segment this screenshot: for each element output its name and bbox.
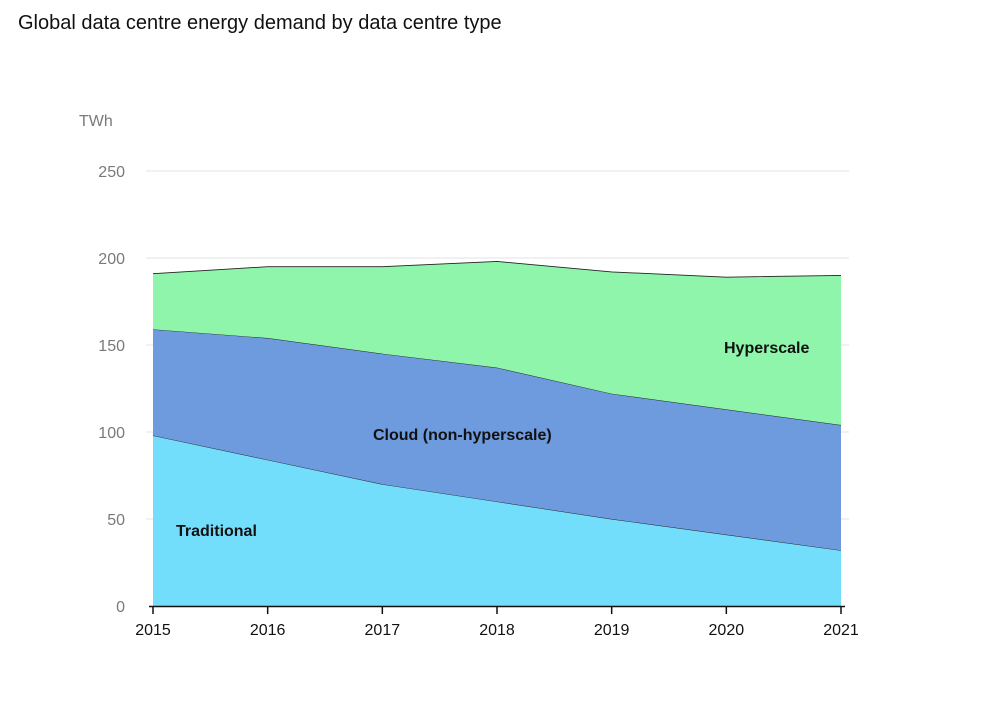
area-hyperscale xyxy=(153,261,841,426)
y-tick-label: 100 xyxy=(98,425,125,442)
x-tick-label: 2019 xyxy=(594,622,630,639)
y-tick-label: 50 xyxy=(107,512,125,529)
tick-labels: 0 50 100 150 200 250 2015 2016 2017 2018 2019 2020 2… xyxy=(98,164,859,639)
series-label-cloud: Cloud (non-hyperscale) xyxy=(373,427,552,444)
x-tick-label: 2020 xyxy=(709,622,745,639)
x-tick-label: 2017 xyxy=(365,622,401,639)
x-tick-label: 2021 xyxy=(823,622,859,639)
area-traditional xyxy=(153,435,841,606)
y-tick-label: 250 xyxy=(98,164,125,181)
y-unit-label: TWh xyxy=(79,113,113,130)
x-tick-label: 2018 xyxy=(479,622,515,639)
x-axis xyxy=(149,605,845,614)
area-series xyxy=(152,261,842,606)
y-tick-label: 0 xyxy=(116,599,125,616)
chart-title: Global data centre energy demand by data… xyxy=(18,12,502,34)
series-label-hyperscale: Hyperscale xyxy=(724,340,809,357)
series-label-traditional: Traditional xyxy=(176,523,257,540)
x-tick-label: 2016 xyxy=(250,622,286,639)
y-tick-label: 200 xyxy=(98,251,125,268)
y-tick-label: 150 xyxy=(98,338,125,355)
area-cloud-non-hyperscale xyxy=(153,329,841,551)
x-tick-label: 2015 xyxy=(135,622,171,639)
series-top-line xyxy=(152,261,842,278)
